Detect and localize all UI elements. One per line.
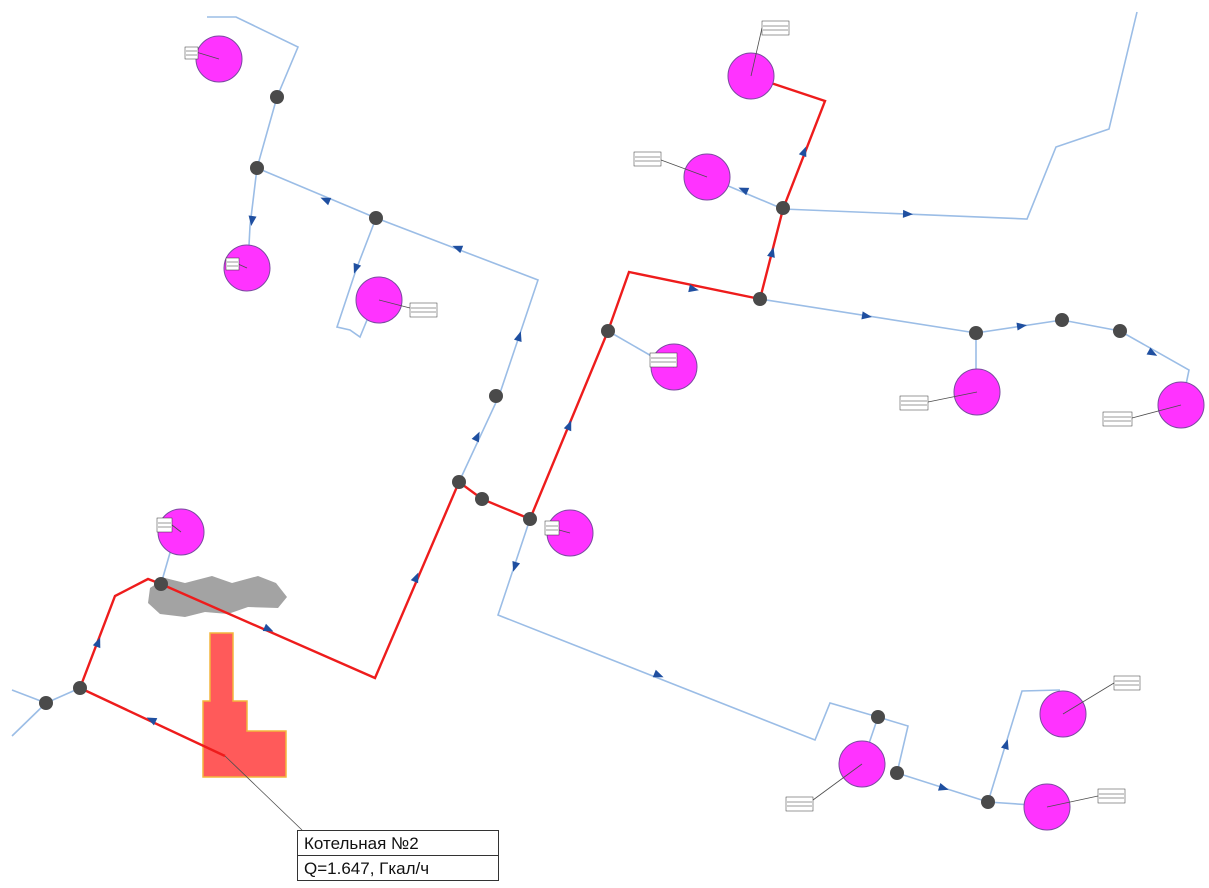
building-footprint (148, 576, 287, 617)
boiler-load: Q=1.647, Гкал/ч (298, 855, 498, 880)
consumer-labels (156, 20, 1182, 831)
boiler-house (202, 632, 287, 778)
consumers (157, 35, 1205, 831)
network-nodes (39, 90, 1127, 809)
flow-arrows (92, 146, 1158, 791)
boiler-label: Котельная №2 Q=1.647, Гкал/ч (297, 830, 499, 881)
boiler-name: Котельная №2 (304, 834, 419, 853)
network-pipes (11, 11, 1190, 807)
